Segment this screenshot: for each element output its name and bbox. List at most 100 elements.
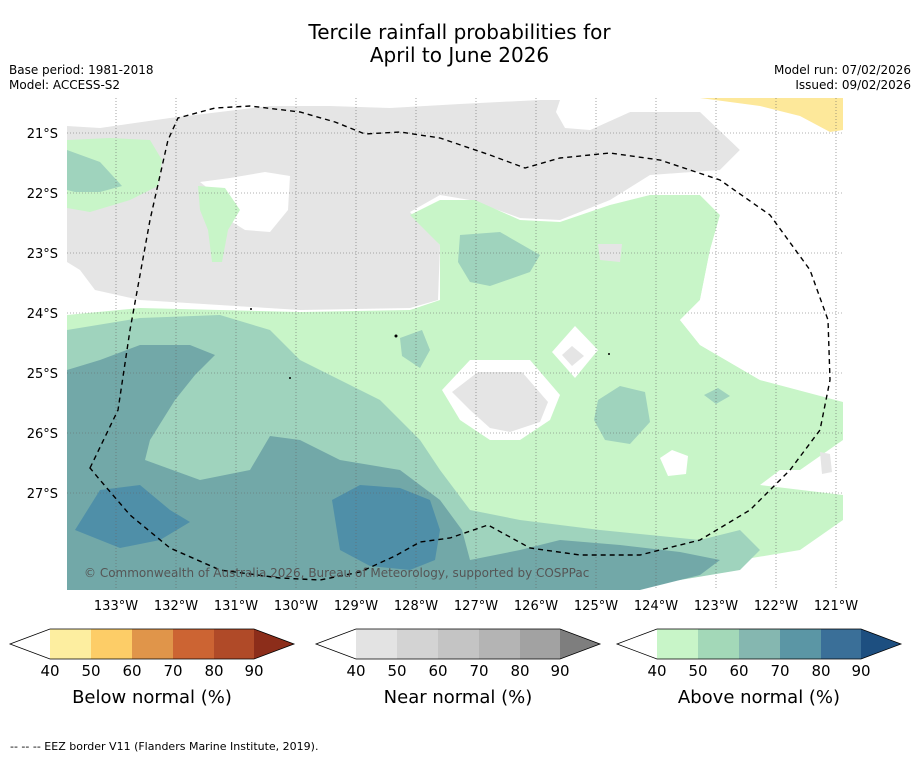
above-normal-50-region [67,150,122,192]
colorbar-swatch [254,629,294,659]
lat-label: 22°S [27,187,58,202]
colorbar-tick: 50 [387,662,406,680]
colorbar-tick: 90 [550,662,569,680]
above-normal-40-region [67,138,162,212]
lon-label: 127°W [454,599,498,614]
colorbar-title: Near normal (%) [384,687,533,708]
lon-label: 131°W [214,599,258,614]
eez-footnote: -- -- -- EEZ border V11 (Flanders Marine… [10,740,319,753]
colorbar-swatch [479,629,520,659]
above-normal-40-region [198,186,240,262]
colorbar-tick: 90 [244,662,263,680]
colorbar-swatch [657,629,698,659]
colorbar-swatch [397,629,438,659]
lat-label: 25°S [27,367,58,382]
above-normal-70-region [332,485,440,570]
colorbar-swatch [780,629,821,659]
colorbar-swatch [520,629,560,659]
issued-date: Issued: 09/02/2026 [795,78,911,92]
colorbar-tick: 90 [851,662,870,680]
above-normal-50-region [704,388,730,404]
colorbar-swatch [821,629,861,659]
white-gap [680,130,843,400]
colorbar-swatch [356,629,397,659]
above-normal-50-region [458,232,540,286]
below-normal-region [700,98,843,132]
colorbar-swatch [861,629,901,659]
above-normal-50-region [594,386,650,444]
colorbar-outline [8,628,296,660]
meta-right: Model run: 07/02/2026 Issued: 09/02/2026 [774,63,911,93]
colorbar-tick: 40 [40,662,59,680]
near-normal-patch [452,372,548,432]
near-normal-patch [562,346,584,366]
lon-label: 123°W [694,599,738,614]
colorbar-swatch [316,629,356,659]
white-gap [200,172,290,232]
map-plot-area: © Commonwealth of Australia 2026, Bureau… [67,98,843,590]
base-period: Base period: 1981-2018 [9,63,154,77]
colorbar-tick: 60 [122,662,141,680]
colorbar-tick: 80 [204,662,223,680]
lon-label: 125°W [574,599,618,614]
colorbar-swatch [50,629,91,659]
above-normal-50-region [400,330,430,368]
colorbar-tick: 50 [688,662,707,680]
colorbar-near-normal: 40 50 60 70 80 90 Near normal (%) [314,628,602,708]
graticule [67,98,843,590]
lon-label: 130°W [274,599,318,614]
colorbar-swatch [91,629,132,659]
lon-label: 122°W [754,599,798,614]
lon-label: 121°W [814,599,858,614]
longitude-labels: 133°W 132°W 131°W 130°W 129°W 128°W 127°… [94,599,858,614]
model-name: Model: ACCESS-S2 [9,78,121,92]
island-marker [608,353,610,355]
lon-label: 124°W [634,599,678,614]
colorbar-tick: 60 [729,662,748,680]
colorbar-tick: 50 [81,662,100,680]
lat-label: 27°S [27,487,58,502]
colorbar-swatch [698,629,739,659]
lat-label: 23°S [27,247,58,262]
colorbar-outline [615,628,903,660]
colorbar-title: Above normal (%) [678,687,840,708]
colorbar-tick: 60 [428,662,447,680]
white-gap [660,450,688,476]
lon-label: 132°W [154,599,198,614]
copyright-notice: © Commonwealth of Australia 2026, Bureau… [84,566,589,580]
colorbar-tick: 40 [346,662,365,680]
lon-label: 133°W [94,599,138,614]
above-normal-60-region [67,345,720,590]
colorbar-tick: 70 [469,662,488,680]
lon-label: 126°W [514,599,558,614]
lon-label: 129°W [334,599,378,614]
map-title-line2: April to June 2026 [369,43,550,67]
model-run: Model run: 07/02/2026 [773,63,911,77]
colorbar-tick: 70 [163,662,182,680]
lat-label: 21°S [27,127,58,142]
colorbar-swatch [214,629,254,659]
colorbar-tick: 40 [647,662,666,680]
meta-left: Base period: 1981-2018 Model: ACCESS-S2 [9,63,154,93]
colorbar-swatch [10,629,50,659]
colorbar-swatch [560,629,600,659]
white-gap [556,100,702,130]
latitude-labels: 21°S 22°S 23°S 24°S 25°S 26°S 27°S [27,127,58,502]
colorbar-above-normal: 40 50 60 70 80 90 Above normal (%) [615,628,903,708]
near-normal-region [67,100,740,310]
map-title-line1: Tercile rainfall probabilities for [308,20,611,44]
colorbar-below-normal: 40 50 60 70 80 90 Below normal (%) [8,628,296,708]
island-marker [394,334,398,338]
colorbar-swatch [739,629,780,659]
colorbar-tick: 80 [811,662,830,680]
island-marker [250,308,252,310]
island-marker [289,377,291,379]
lat-label: 24°S [27,307,58,322]
lat-label: 26°S [27,427,58,442]
colorbar-tick: 70 [770,662,789,680]
colorbar-tick: 80 [510,662,529,680]
lon-label: 128°W [394,599,438,614]
colorbar-swatch [132,629,173,659]
colorbar-swatch [173,629,214,659]
